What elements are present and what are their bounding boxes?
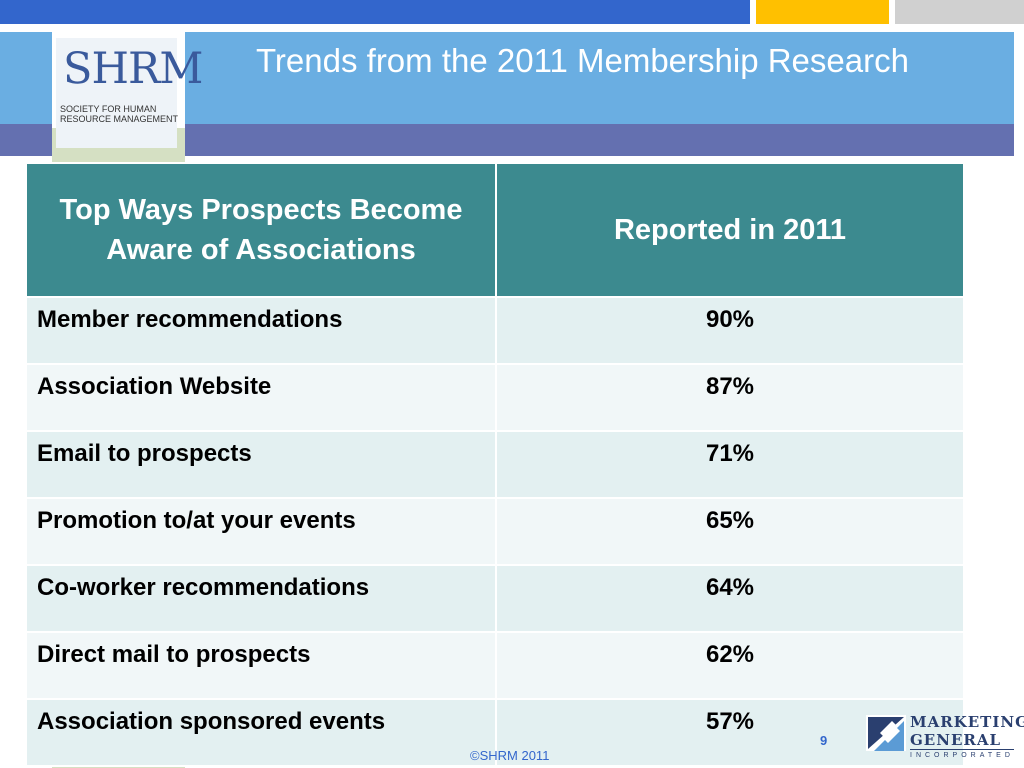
mg-logo-line2: GENERAL xyxy=(910,731,1002,749)
slide-title: Trends from the 2011 Membership Research xyxy=(256,42,909,79)
row-value: 90% xyxy=(495,296,965,365)
table-row: Member recommendations 90% xyxy=(25,296,965,365)
top-bar-gold xyxy=(756,0,889,24)
marketing-general-logo: MARKETING GENERAL INCORPORATED xyxy=(866,713,1024,763)
row-label: Co-worker recommendations xyxy=(25,564,497,633)
shrm-logo: SHRM Society for Human Resource Manageme… xyxy=(52,28,203,148)
row-label: Promotion to/at your events xyxy=(25,497,497,566)
row-label: Email to prospects xyxy=(25,430,497,499)
mg-logo-line1: MARKETING xyxy=(910,713,1024,731)
table-row: Promotion to/at your events 65% xyxy=(25,497,965,566)
row-value: 62% xyxy=(495,631,965,700)
table-header-row: Top Ways Prospects Become Aware of Assoc… xyxy=(25,162,965,298)
shrm-logo-mark: SHRM xyxy=(63,44,203,94)
mg-emblem-icon xyxy=(866,715,906,751)
header-cell-ways: Top Ways Prospects Become Aware of Assoc… xyxy=(25,162,497,298)
awareness-table: Top Ways Prospects Become Aware of Assoc… xyxy=(25,162,965,767)
page-number: 9 xyxy=(820,733,828,748)
shrm-logo-panel: SHRM Society for Human Resource Manageme… xyxy=(56,38,203,148)
table-row: Direct mail to prospects 62% xyxy=(25,631,965,700)
row-label: Association sponsored events xyxy=(25,698,497,767)
row-value: 65% xyxy=(495,497,965,566)
row-value: 87% xyxy=(495,363,965,432)
row-label: Member recommendations xyxy=(25,296,497,365)
row-label: Direct mail to prospects xyxy=(25,631,497,700)
row-value: 64% xyxy=(495,564,965,633)
top-bar-blue xyxy=(0,0,750,24)
table-row: Email to prospects 71% xyxy=(25,430,965,499)
shrm-logo-subtitle: Society for Human Resource Management xyxy=(60,104,179,124)
top-bar-grey xyxy=(895,0,1024,24)
row-value: 71% xyxy=(495,430,965,499)
row-label: Association Website xyxy=(25,363,497,432)
header-cell-reported: Reported in 2011 xyxy=(495,162,965,298)
table-row: Co-worker recommendations 64% xyxy=(25,564,965,633)
copyright-notice: ©SHRM 2011 xyxy=(470,748,550,763)
mg-logo-rule xyxy=(910,749,1014,750)
table-row: Association Website 87% xyxy=(25,363,965,432)
mg-logo-line3: INCORPORATED xyxy=(910,752,1014,759)
